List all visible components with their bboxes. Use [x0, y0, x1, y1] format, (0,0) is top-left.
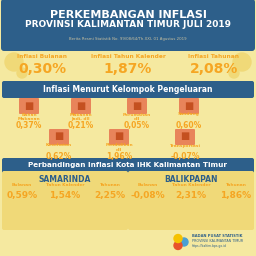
Text: ■: ■: [132, 101, 142, 111]
Text: Inflasi Tahun Kalender: Inflasi Tahun Kalender: [91, 54, 165, 59]
Text: Sandang: Sandang: [178, 112, 200, 116]
Text: PERKEMBANGAN INFLASI: PERKEMBANGAN INFLASI: [50, 10, 206, 20]
Text: ■: ■: [24, 101, 34, 111]
Text: PROVINSI KALIMANTAN TIMUR JULI 2019: PROVINSI KALIMANTAN TIMUR JULI 2019: [25, 20, 231, 29]
Circle shape: [233, 53, 251, 71]
Circle shape: [174, 234, 182, 242]
FancyBboxPatch shape: [2, 171, 128, 230]
Text: Tahun Kalender: Tahun Kalender: [46, 183, 84, 187]
Text: 2,25%: 2,25%: [94, 191, 125, 200]
Text: ■: ■: [114, 132, 124, 142]
Text: 1,96%: 1,96%: [106, 152, 132, 161]
Circle shape: [174, 241, 182, 249]
Text: 2,08%: 2,08%: [190, 62, 238, 76]
FancyBboxPatch shape: [19, 98, 39, 114]
Text: Inflasi Tahunan: Inflasi Tahunan: [188, 54, 240, 59]
Circle shape: [17, 68, 27, 78]
Text: 1,86%: 1,86%: [220, 191, 252, 200]
Text: Tahunan: Tahunan: [226, 183, 247, 187]
Text: 1,87%: 1,87%: [104, 62, 152, 76]
Text: Transportasi: Transportasi: [169, 144, 200, 147]
Text: Perbandingan Inflasi Kota IHK Kalimantan Timur: Perbandingan Inflasi Kota IHK Kalimantan…: [28, 162, 228, 167]
Text: Bulanan: Bulanan: [12, 183, 32, 187]
Text: -0,07%: -0,07%: [170, 152, 200, 161]
Text: ■: ■: [180, 132, 190, 142]
Text: Pendidikan
dll: Pendidikan dll: [105, 144, 133, 152]
Text: ■: ■: [76, 101, 86, 111]
Text: ■: ■: [54, 132, 64, 142]
Text: Tahunan: Tahunan: [100, 183, 120, 187]
FancyBboxPatch shape: [175, 129, 195, 145]
Text: Makanan
Jadi, dll: Makanan Jadi, dll: [70, 112, 92, 121]
Circle shape: [180, 238, 188, 246]
Text: Tahun Kalender: Tahun Kalender: [172, 183, 210, 187]
Text: Inflasi Menurut Kelompok Pengeluaran: Inflasi Menurut Kelompok Pengeluaran: [43, 84, 213, 93]
FancyBboxPatch shape: [49, 129, 69, 145]
Text: 0,37%: 0,37%: [16, 121, 42, 130]
FancyBboxPatch shape: [2, 81, 254, 98]
Text: 2,31%: 2,31%: [175, 191, 207, 200]
Text: Bulanan: Bulanan: [138, 183, 158, 187]
Text: -0,08%: -0,08%: [131, 191, 165, 200]
Text: PROVINSI KALIMANTAN TIMUR: PROVINSI KALIMANTAN TIMUR: [192, 239, 243, 243]
Circle shape: [229, 68, 239, 78]
Text: 1,54%: 1,54%: [49, 191, 81, 200]
Text: Berita Resmi Statistik No. 99/08/64/Th.XXI, 01 Agustus 2019: Berita Resmi Statistik No. 99/08/64/Th.X…: [69, 37, 187, 41]
Text: 0,05%: 0,05%: [124, 121, 150, 130]
FancyBboxPatch shape: [128, 171, 254, 230]
Text: 0,60%: 0,60%: [176, 121, 202, 130]
FancyBboxPatch shape: [1, 0, 255, 51]
Text: https://kaltim.bps.go.id: https://kaltim.bps.go.id: [192, 244, 227, 248]
FancyBboxPatch shape: [127, 98, 147, 114]
Text: ■: ■: [184, 101, 194, 111]
Text: Inflasi Bulanan: Inflasi Bulanan: [17, 54, 67, 59]
Text: 0,30%: 0,30%: [18, 62, 66, 76]
Text: 0,59%: 0,59%: [6, 191, 38, 200]
Text: Perumahan
dll: Perumahan dll: [123, 112, 151, 121]
Text: BALIKPAPAN: BALIKPAPAN: [164, 175, 218, 184]
Text: Bahan
Makanan: Bahan Makanan: [18, 112, 40, 121]
FancyBboxPatch shape: [109, 129, 129, 145]
Text: 0,21%: 0,21%: [68, 121, 94, 130]
Text: BADAN PUSAT STATISTIK: BADAN PUSAT STATISTIK: [192, 234, 242, 238]
FancyBboxPatch shape: [71, 98, 91, 114]
Text: Kesehatan: Kesehatan: [46, 144, 72, 147]
FancyBboxPatch shape: [179, 98, 199, 114]
Text: 0,62%: 0,62%: [46, 152, 72, 161]
Circle shape: [5, 53, 23, 71]
FancyBboxPatch shape: [2, 158, 254, 175]
Text: SAMARINDA: SAMARINDA: [39, 175, 91, 184]
